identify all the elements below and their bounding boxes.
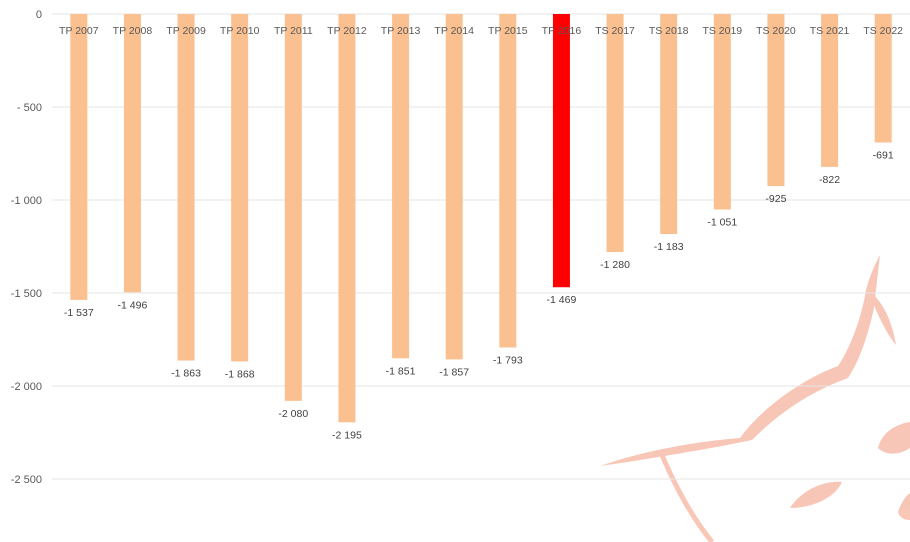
category-label: TP 2008 — [113, 25, 153, 37]
data-label: -1 868 — [225, 368, 255, 380]
watermark-logo — [600, 255, 910, 542]
bar — [660, 14, 678, 235]
data-label: -925 — [765, 193, 786, 205]
y-tick-label: -2 000 — [11, 381, 42, 393]
bar — [392, 14, 410, 359]
category-label: TP 2010 — [220, 25, 260, 37]
bar — [606, 14, 624, 253]
data-label: -1 863 — [171, 368, 201, 380]
data-label: -2 080 — [278, 408, 308, 420]
bar — [284, 14, 302, 401]
bar — [338, 14, 356, 423]
data-label: -691 — [873, 150, 894, 162]
category-label: TS 2020 — [756, 25, 796, 37]
category-label: TS 2022 — [863, 25, 903, 37]
watermark-leaf-3 — [898, 493, 910, 520]
data-label: -1 469 — [547, 294, 577, 306]
data-label: -1 857 — [439, 366, 469, 378]
bar — [123, 14, 141, 293]
y-tick-label: -2 500 — [11, 474, 42, 486]
data-label: -1 851 — [386, 365, 416, 377]
category-label: TS 2017 — [595, 25, 635, 37]
data-label: -1 537 — [64, 307, 94, 319]
watermark-ear — [868, 290, 896, 345]
gridlines — [52, 13, 910, 480]
bars — [70, 14, 892, 423]
bar — [70, 14, 88, 300]
watermark-leaf-1 — [790, 481, 842, 508]
y-tick-label: - 500 — [17, 102, 42, 114]
bar — [713, 14, 731, 210]
category-label: TP 2011 — [274, 25, 313, 37]
data-label: -822 — [819, 174, 840, 186]
bar — [231, 14, 249, 362]
category-label: TP 2016 — [542, 25, 582, 37]
data-labels: -1 537 -1 496 -1 863 -1 868 -2 080 -2 195 -1 8… — [64, 150, 894, 442]
category-label: TP 2007 — [59, 25, 99, 37]
bar — [445, 14, 463, 360]
data-label: -2 195 — [332, 429, 362, 441]
bar — [177, 14, 195, 361]
watermark-leaf-2 — [878, 422, 910, 454]
bar — [874, 14, 892, 143]
data-label: -1 051 — [707, 216, 737, 228]
category-label: TP 2013 — [381, 25, 421, 37]
data-label: -1 496 — [118, 299, 148, 311]
data-label: -1 183 — [654, 241, 684, 253]
bar — [552, 14, 570, 288]
bar — [821, 14, 839, 167]
bar — [499, 14, 517, 348]
category-label: TS 2018 — [649, 25, 689, 37]
category-label: TP 2009 — [166, 25, 206, 37]
data-label: -1 280 — [600, 259, 630, 271]
watermark-stroke — [657, 449, 714, 542]
category-label: TP 2014 — [434, 25, 474, 37]
category-label: TP 2012 — [327, 25, 367, 37]
category-label: TS 2019 — [702, 25, 742, 37]
data-label: -1 793 — [493, 354, 523, 366]
y-tick-label: -1 500 — [11, 288, 42, 300]
y-axis: 0 - 500 -1 000 -1 500 -2 000 -2 500 — [11, 9, 42, 486]
category-labels: TP 2007 TP 2008 TP 2009 TP 2010 TP 2011 TP 20… — [59, 25, 903, 37]
category-label: TP 2015 — [488, 25, 528, 37]
y-tick-label: 0 — [36, 9, 42, 21]
category-label: TS 2021 — [810, 25, 850, 37]
bar — [767, 14, 785, 187]
watermark-body — [600, 255, 880, 466]
y-tick-label: -1 000 — [11, 195, 42, 207]
